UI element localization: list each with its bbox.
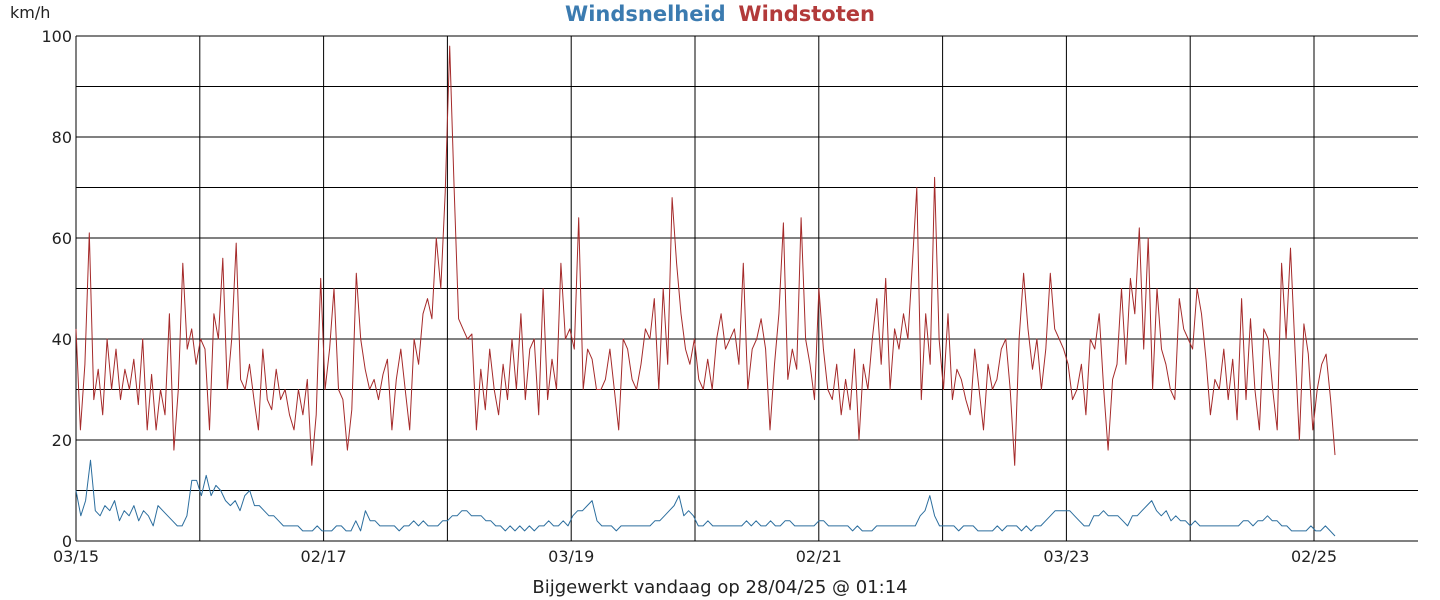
x-tick-label: 03/15 [53,547,99,566]
y-tick-label: 100 [41,27,72,46]
windstoten-line [75,45,1336,466]
x-tick-label: 03/19 [548,547,594,566]
x-axis-ticks: 03/15 02/17 03/19 02/21 03/23 02/25 [53,547,1337,566]
x-tick-label: 02/21 [796,547,842,566]
title-windstoten: Windstoten [738,2,875,26]
y-tick-label: 60 [52,229,72,248]
y-tick-label: 20 [52,431,72,450]
x-tick-label: 02/25 [1291,547,1337,566]
chart-title: Windsnelheid Windstoten [565,2,875,26]
y-tick-label: 0 [62,532,72,551]
grid [75,35,1418,542]
y-axis-ticks: 0 20 40 60 80 100 [41,27,72,551]
windsnelheid-line [75,459,1336,537]
series-windsnelheid [75,459,1336,537]
updated-footer: Bijgewerkt vandaag op 28/04/25 @ 01:14 [532,577,907,598]
x-tick-label: 02/17 [301,547,347,566]
title-windsnelheid: Windsnelheid [565,2,726,26]
series-windstoten [75,45,1336,466]
y-tick-label: 80 [52,128,72,147]
x-tick-label: 03/23 [1043,547,1089,566]
y-axis-unit-label: km/h [10,3,50,22]
y-tick-label: 40 [52,330,72,349]
